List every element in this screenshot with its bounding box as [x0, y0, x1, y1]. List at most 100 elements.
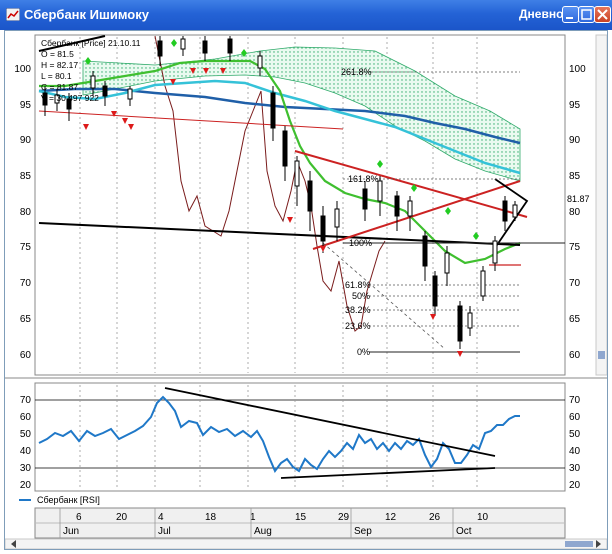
fib-label-38: 38.2% — [345, 305, 371, 315]
fib-label-50: 50% — [352, 291, 370, 301]
minimize-button[interactable] — [562, 6, 579, 23]
rsi-tick-left: 40 — [20, 446, 32, 457]
rsi-panel — [34, 382, 566, 492]
day-tick: 29 — [338, 512, 350, 523]
fib-label-261: 261.8% — [341, 67, 372, 77]
window-title: Сбербанк Ишимоку — [24, 7, 149, 22]
price-scrollbar[interactable] — [595, 34, 608, 376]
price-tick-right: 65 — [569, 314, 581, 325]
fib-labels: 261.8% 161.8% 100% 61.8% 50% 38.2% 23.6%… — [341, 67, 379, 357]
sell-signal-arrows — [83, 68, 463, 357]
fib-label-161: 161.8% — [348, 174, 379, 184]
price-tick-left: 80 — [20, 207, 32, 218]
rsi-tick-left: 30 — [20, 463, 32, 474]
price-tick-right: 90 — [569, 135, 581, 146]
rsi-tick-right: 20 — [569, 480, 581, 491]
rsi-tick-right: 60 — [569, 412, 581, 423]
day-tick: 20 — [116, 512, 128, 523]
month-tick: Jul — [158, 526, 171, 537]
header-line-1: Сбербанк [Price] 21.10.11 — [41, 38, 141, 48]
scroll-right-icon[interactable] — [596, 540, 601, 548]
rsi-tick-left: 50 — [20, 429, 32, 440]
price-tick-right: 60 — [569, 350, 581, 361]
price-tick-left: 100 — [14, 64, 31, 75]
price-tick-left: 75 — [20, 242, 32, 253]
minimize-icon — [566, 17, 573, 19]
day-tick: 1 — [250, 512, 256, 523]
price-tick-left: 85 — [20, 171, 32, 182]
price-tick-right: 70 — [569, 278, 581, 289]
maximize-icon — [581, 9, 592, 20]
buy-signal-arrows — [85, 39, 479, 240]
resistance-trend-line — [294, 150, 528, 218]
day-tick: 18 — [205, 512, 217, 523]
day-tick: 6 — [76, 512, 82, 523]
time-axis-months: Jun Jul Aug Sep Oct — [63, 526, 472, 537]
close-icon — [597, 9, 608, 20]
maximize-button[interactable] — [578, 6, 595, 23]
header-line-3: H = 82.17 — [41, 60, 78, 70]
price-tick-left: 90 — [20, 135, 32, 146]
title-bar: Сбербанк Ишимоку Дневной — [0, 0, 612, 30]
early-trend-line — [38, 35, 106, 52]
month-tick: Jun — [63, 526, 79, 537]
day-tick: 26 — [429, 512, 441, 523]
rsi-resistance-line — [164, 387, 496, 457]
month-dividers — [59, 508, 454, 538]
close-button[interactable] — [594, 6, 611, 23]
rsi-tick-right: 70 — [569, 395, 581, 406]
chart-window-icon — [6, 8, 20, 21]
horizontal-scrollbar[interactable] — [4, 538, 608, 550]
day-tick: 4 — [158, 512, 164, 523]
time-axis-days: 6 20 4 18 1 15 29 12 26 10 — [76, 512, 489, 523]
price-axis-left: 100 95 90 85 80 75 70 65 60 — [14, 64, 31, 361]
triangle-pattern — [494, 178, 529, 246]
chart-area[interactable]: 261.8% 161.8% 100% 61.8% 50% 38.2% 23.6%… — [4, 30, 608, 550]
header-line-4: L = 80.1 — [41, 71, 72, 81]
price-tick-left: 70 — [20, 278, 32, 289]
red-level-line — [38, 110, 344, 130]
day-tick: 12 — [385, 512, 397, 523]
chart-canvas[interactable]: 261.8% 161.8% 100% 61.8% 50% 38.2% 23.6%… — [4, 31, 608, 550]
tenkan-line — [39, 59, 521, 265]
month-tick: Aug — [254, 526, 272, 537]
fib-label-23: 23.6% — [345, 321, 371, 331]
month-tick: Oct — [456, 526, 472, 537]
price-tick-right: 80 — [569, 207, 581, 218]
horizontal-scroll-thumb[interactable] — [565, 541, 593, 547]
rsi-tick-right: 40 — [569, 446, 581, 457]
timeframe-label: Дневной — [519, 7, 571, 21]
price-tick-left: 95 — [20, 100, 32, 111]
fibonacci-levels — [343, 71, 565, 353]
header-line-2: O = 81.5 — [41, 49, 74, 59]
price-scroll-thumb[interactable] — [598, 351, 605, 359]
header-line-6: V = 30 497 922 — [41, 93, 99, 103]
price-header-info: Сбербанк [Price] 21.10.11 O = 81.5 H = 8… — [41, 38, 141, 103]
rsi-legend: Сбербанк [RSI] — [19, 495, 100, 505]
fib-label-61: 61.8% — [345, 280, 371, 290]
header-line-5: C = 81.87 — [41, 82, 78, 92]
price-tick-left: 65 — [20, 314, 32, 325]
price-axis-right: 100 95 90 85 80 75 70 65 60 — [569, 64, 586, 361]
day-tick: 15 — [295, 512, 307, 523]
rsi-tick-right: 30 — [569, 463, 581, 474]
rsi-tick-right: 50 — [569, 429, 581, 440]
month-tick: Sep — [354, 526, 372, 537]
rsi-legend-label: Сбербанк [RSI] — [37, 495, 100, 505]
price-tick-right: 85 — [569, 171, 581, 182]
price-tick-right: 75 — [569, 242, 581, 253]
last-price-label: 81.87 — [567, 194, 590, 204]
channel-trend-line — [312, 180, 521, 250]
day-tick: 10 — [477, 512, 489, 523]
rsi-tick-left: 70 — [20, 395, 32, 406]
fib-label-100: 100% — [349, 238, 372, 248]
price-tick-right: 95 — [569, 100, 581, 111]
fib-label-0: 0% — [357, 347, 370, 357]
scroll-left-icon[interactable] — [11, 540, 16, 548]
price-candles — [42, 36, 518, 349]
rsi-axis-right: 70 60 50 40 30 20 — [569, 395, 581, 491]
senkou-b-line — [38, 87, 521, 145]
ichimoku-cloud — [82, 46, 521, 182]
rsi-support-line — [280, 467, 496, 479]
support-trend-line — [38, 222, 521, 246]
